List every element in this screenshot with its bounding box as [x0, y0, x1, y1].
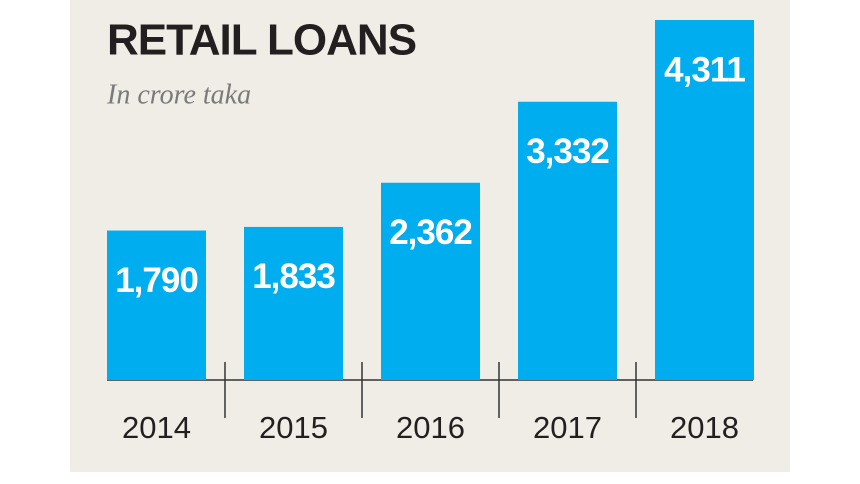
bar [655, 20, 754, 380]
x-tick-label: 2017 [533, 410, 602, 445]
bar [381, 182, 480, 380]
chart-subtitle: In crore taka [106, 79, 251, 110]
chart-title: RETAIL LOANS [107, 16, 416, 65]
x-tick-label: 2014 [122, 410, 191, 445]
value-label: 1,833 [252, 257, 335, 296]
value-label: 1,790 [115, 261, 198, 300]
bar [244, 226, 343, 380]
x-tick-label: 2018 [670, 410, 739, 445]
x-tick-label: 2016 [396, 410, 465, 445]
value-label: 4,311 [664, 50, 745, 89]
bar [107, 230, 206, 380]
value-label: 3,332 [526, 132, 609, 171]
bar [518, 101, 617, 380]
value-label: 2,362 [389, 213, 472, 252]
x-tick-label: 2015 [259, 410, 328, 445]
